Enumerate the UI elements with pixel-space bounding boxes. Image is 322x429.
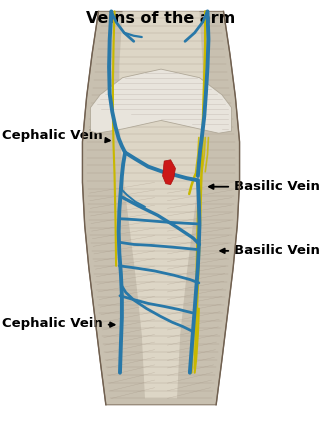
Polygon shape <box>163 160 175 184</box>
Polygon shape <box>119 12 203 399</box>
Polygon shape <box>82 12 240 405</box>
Text: Veins of the arm: Veins of the arm <box>86 12 236 27</box>
Text: Basilic Vein: Basilic Vein <box>220 245 320 257</box>
Text: Cephalic Vein: Cephalic Vein <box>2 129 110 142</box>
Text: Basilic Vein: Basilic Vein <box>209 180 320 193</box>
Polygon shape <box>90 69 232 133</box>
Text: Cephalic Vein: Cephalic Vein <box>2 317 115 330</box>
